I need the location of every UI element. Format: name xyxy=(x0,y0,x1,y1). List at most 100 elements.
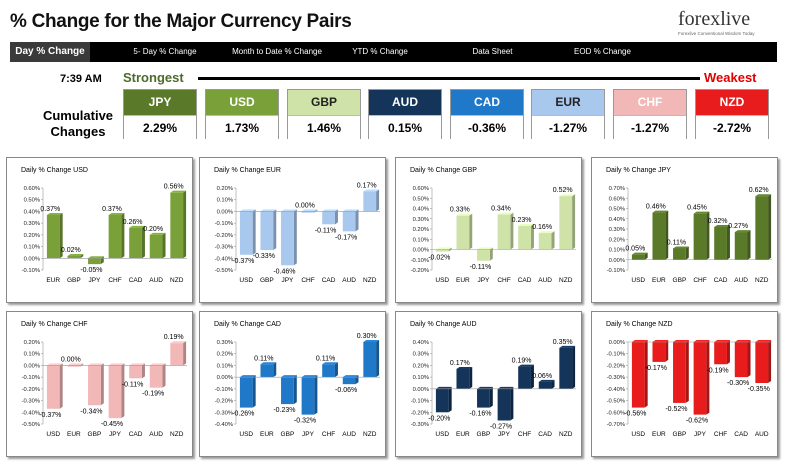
bar-side xyxy=(469,366,473,389)
y-tick-label: 0.00% xyxy=(609,340,625,346)
data-label: 0.00% xyxy=(61,356,81,363)
rank-cell-aud: AUD 0.15% xyxy=(368,89,442,139)
data-label: 0.11% xyxy=(254,355,273,362)
bar-top xyxy=(714,224,730,227)
data-label: 0.19% xyxy=(512,358,532,365)
x-tick-label: JPY xyxy=(88,277,101,284)
bar-top xyxy=(149,232,166,235)
bar-top xyxy=(538,231,555,234)
y-tick-label: 0.70% xyxy=(609,186,625,192)
rank-currency: NZD xyxy=(696,90,768,115)
tab-month-to-date-change[interactable]: Month to Date % Change xyxy=(232,47,322,56)
bar-side xyxy=(747,340,751,378)
bar xyxy=(538,233,552,250)
bar xyxy=(673,248,686,260)
data-label: -0.02% xyxy=(428,255,450,262)
x-tick-label: EUR xyxy=(652,431,666,438)
bar xyxy=(497,388,511,421)
x-tick-label: JPY xyxy=(109,431,122,438)
data-label: 0.11% xyxy=(316,355,335,362)
rank-cell-chf: CHF -1.27% xyxy=(613,89,687,139)
y-tick-label: 0.20% xyxy=(217,352,233,358)
header: % Change for the Major Currency Pairs fo… xyxy=(0,0,787,42)
bar-side xyxy=(726,224,730,260)
y-tick-label: 0.40% xyxy=(24,209,40,215)
bar-side xyxy=(768,340,772,383)
bar-top xyxy=(281,209,297,212)
bar-side xyxy=(665,340,669,362)
bar-top xyxy=(239,375,256,378)
data-label: 0.33% xyxy=(450,207,470,214)
bar-top xyxy=(734,230,751,233)
y-tick-label: -0.10% xyxy=(411,399,429,405)
bar-side xyxy=(685,246,689,260)
bar-top xyxy=(363,340,380,342)
y-tick-label: 0.10% xyxy=(609,248,625,254)
data-label: 0.26% xyxy=(123,219,143,226)
tab-5-day-change[interactable]: 5- Day % Change xyxy=(133,47,197,56)
chart-panel-eur: Daily % Change EUR -0.50% -0.40% -0.30% -0.2… xyxy=(199,157,386,303)
x-tick-label: CHF xyxy=(518,431,531,438)
x-tick-label: EUR xyxy=(46,277,60,284)
bar-top xyxy=(67,253,84,256)
bar-top xyxy=(631,340,648,342)
bar-side xyxy=(80,253,84,259)
x-tick-label: NZD xyxy=(363,277,377,284)
y-tick-label: -0.10% xyxy=(607,352,625,358)
data-label: -0.19% xyxy=(706,367,728,374)
x-tick-label: USD xyxy=(239,431,253,438)
data-label: 0.06% xyxy=(532,373,552,380)
x-tick-label: AUD xyxy=(755,431,769,438)
chart-title: Daily % Change USD xyxy=(21,167,88,174)
timestamp: 7:39 AM xyxy=(60,73,102,85)
bar-side xyxy=(121,363,125,419)
bar-side xyxy=(706,340,710,415)
data-label: 0.32% xyxy=(708,218,728,225)
chart-title: Daily % Change NZD xyxy=(606,321,673,328)
y-tick-label: 0.20% xyxy=(609,237,625,243)
bar xyxy=(755,342,769,383)
bar xyxy=(260,211,274,251)
bar-top xyxy=(631,252,648,255)
y-tick-label: 0.00% xyxy=(413,387,429,393)
rank-cell-jpy: JPY 2.29% xyxy=(123,89,197,139)
x-tick-label: CHF xyxy=(693,277,706,284)
bar xyxy=(281,377,294,405)
data-label: 0.17% xyxy=(450,360,470,367)
rank-value: 0.15% xyxy=(369,115,441,139)
bar-top xyxy=(477,386,493,389)
bar-side xyxy=(183,190,187,259)
bar xyxy=(88,365,101,406)
bar xyxy=(108,214,122,259)
bar-side xyxy=(644,252,648,260)
bar-chart: Daily % Change NZD -0.70% -0.60% -0.50% -0.4… xyxy=(606,321,772,438)
rank-value: 2.29% xyxy=(124,115,196,139)
bar-side xyxy=(706,211,710,260)
forexlive-logo[interactable]: forexlive Forexlive Conventional Wisdom … xyxy=(678,8,778,38)
bar-side xyxy=(293,375,297,405)
tab-day-change[interactable]: Day % Change xyxy=(10,42,90,62)
x-tick-label: AUD xyxy=(538,277,552,284)
data-label: 0.23% xyxy=(512,217,532,224)
data-label: 0.17% xyxy=(357,183,377,190)
bar-side xyxy=(644,340,648,408)
bar-top xyxy=(342,209,359,212)
tab-data-sheet[interactable]: Data Sheet xyxy=(472,47,513,56)
y-tick-label: 0.30% xyxy=(413,217,429,223)
y-tick-label: 0.20% xyxy=(24,340,40,346)
y-tick-label: -0.30% xyxy=(411,422,429,428)
data-label: -0.46% xyxy=(273,268,295,275)
tab-eod-change[interactable]: EOD % Change xyxy=(574,47,631,56)
bar-side xyxy=(80,363,84,367)
bar-top xyxy=(342,375,359,378)
data-label: -0.37% xyxy=(232,258,254,265)
rank-value: -1.27% xyxy=(532,115,604,139)
y-tick-label: -0.50% xyxy=(215,268,233,274)
y-tick-label: -0.30% xyxy=(607,375,625,381)
data-label: -0.33% xyxy=(253,253,275,260)
bar-top xyxy=(456,366,473,369)
bar-top xyxy=(170,190,187,193)
tab-ytd-change[interactable]: YTD % Change xyxy=(352,47,408,56)
bar-top xyxy=(435,386,452,389)
bar xyxy=(301,211,315,213)
